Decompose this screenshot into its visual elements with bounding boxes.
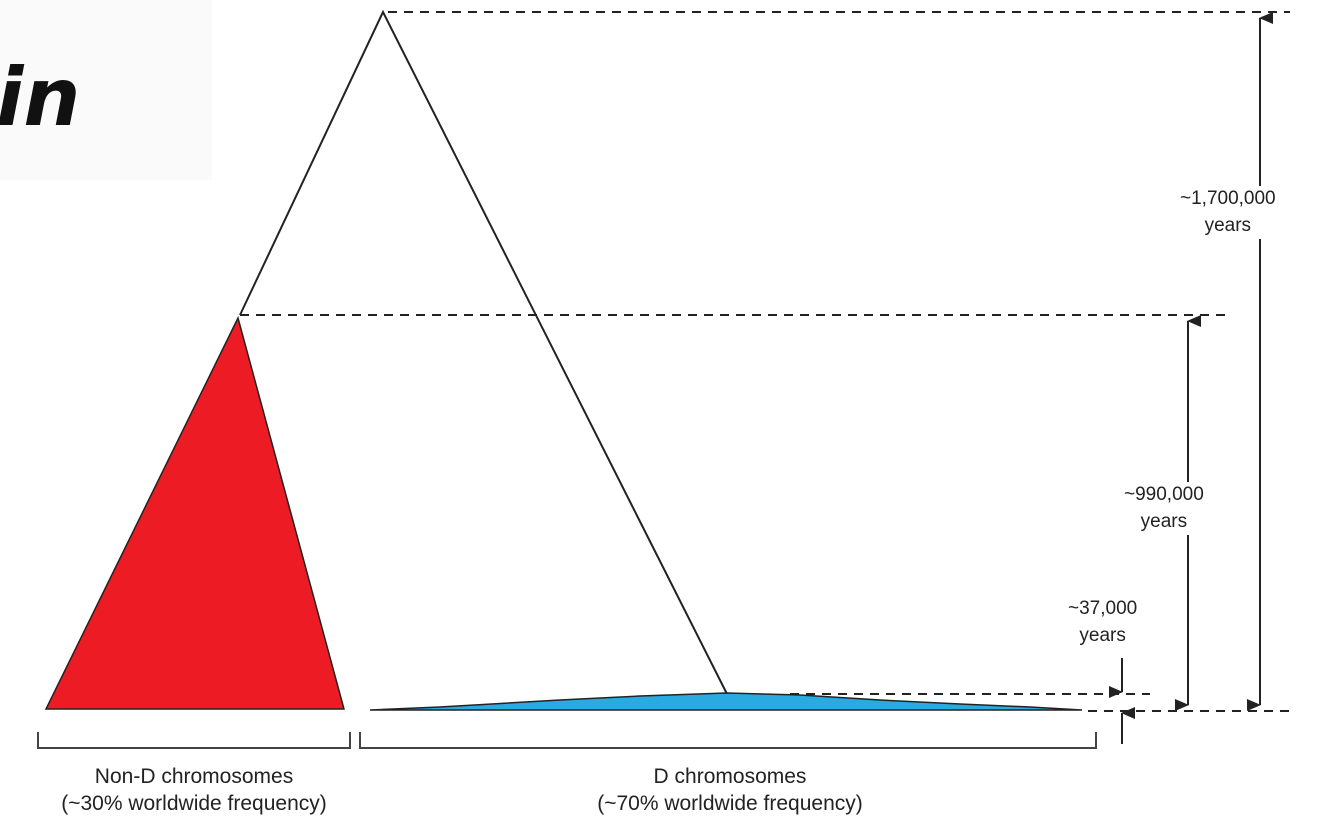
label-non-d-group: Non-D chromosomes (~30% worldwide freque…	[0, 763, 388, 818]
label-1700000: ~1,700,000 years	[1178, 186, 1278, 240]
d-name: D chromosomes	[653, 765, 807, 788]
label-990000: ~990,000 years	[1122, 482, 1206, 536]
ancestral-lineage	[239, 9, 728, 695]
d-frequency: (~70% worldwide frequency)	[597, 792, 863, 816]
non-d-bracket	[37, 732, 351, 749]
non-d-name: Non-D chromosomes	[94, 765, 294, 788]
label-d-group: D chromosomes (~70% worldwide frequency)	[520, 763, 940, 818]
d-sliver	[369, 692, 1083, 711]
non-d-frequency: (~30% worldwide frequency)	[61, 792, 327, 816]
title-background	[0, 0, 212, 180]
label-37000: ~37,000 years	[1066, 596, 1140, 650]
non-d-triangle	[44, 315, 345, 710]
title-fragment: in	[0, 51, 81, 144]
d-bracket	[359, 732, 1097, 749]
